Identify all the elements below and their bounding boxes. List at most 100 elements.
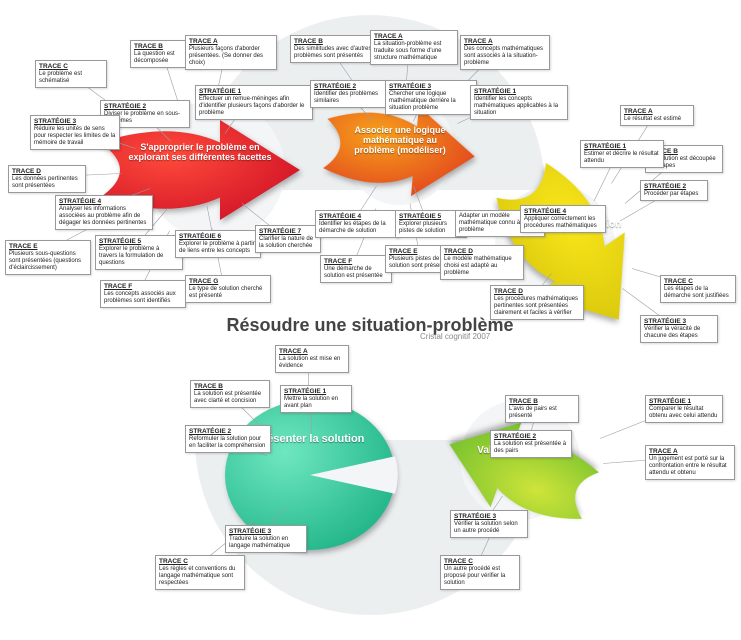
annotation-box: TRACE ALa solution est mise en évidence [275,345,349,373]
annotation-header: STRATÉGIE 4 [59,198,101,205]
annotation-header: STRATÉGIE 5 [399,213,441,220]
annotation-box: STRATÉGIE 4Identifier les étapes de la d… [315,210,399,238]
annotation-header: TRACE A [624,108,653,115]
annotation-header: TRACE B [194,383,223,390]
annotation-body: Plusieurs sous-questions sont présentées… [9,251,87,272]
annotation-box: STRATÉGIE 1Effectuer un remue-méninges a… [195,85,313,120]
annotation-box: TRACE FLes concepts associés aux problèm… [100,280,186,308]
annotation-header: TRACE G [189,278,218,285]
annotation-box: TRACE BLa solution est présentée avec cl… [190,380,270,408]
annotation-header: STRATÉGIE 3 [389,83,431,90]
annotation-body: Réduire les unités de sens pour respecte… [34,126,116,147]
annotation-body: Mettre la solution en avant plan [284,396,348,410]
annotation-body: Chercher une logique mathématique derriè… [389,91,473,112]
annotation-header: STRATÉGIE 4 [524,208,566,215]
annotation-body: Estimer et décrire le résultat attendu [584,151,660,165]
annotation-box: TRACE APlusieurs façons d'aborder présen… [185,35,277,70]
annotation-header: TRACE C [444,558,473,565]
annotation-box: TRACE ADes concepts mathématiques sont a… [460,35,550,70]
annotation-header: STRATÉGIE 1 [284,388,326,395]
annotation-body: Un jugement est porté sur la confrontati… [649,456,731,477]
annotation-header: STRATÉGIE 2 [104,103,146,110]
annotation-box: TRACE AUn jugement est porté sur la conf… [645,445,735,480]
annotation-header: TRACE A [464,38,493,45]
annotation-box: STRATÉGIE 2Procéder par étapes [640,180,708,201]
annotation-header: TRACE B [509,398,538,405]
annotation-box: TRACE CUn autre procédé est proposé pour… [440,555,520,590]
annotation-header: STRATÉGIE 4 [319,213,361,220]
annotation-body: La solution est présentée à des pairs [494,441,568,455]
annotation-body: Le résultat est estimé [624,116,690,123]
annotation-header: TRACE D [12,168,41,175]
annotation-body: Plusieurs façons d'aborder présentées. (… [189,46,273,67]
annotation-box: STRATÉGIE 3Chercher une logique mathémat… [385,80,477,115]
annotation-box: TRACE CLes règles et conventions du lang… [155,555,245,590]
annotation-header: STRATÉGIE 7 [259,228,301,235]
annotation-header: TRACE C [664,278,693,285]
annotation-box: STRATÉGIE 2Identifier des problèmes simi… [310,80,390,108]
annotation-header: STRATÉGIE 1 [584,143,626,150]
annotation-body: Un autre procédé est proposé pour vérifi… [444,566,516,587]
annotation-header: TRACE C [39,63,68,70]
annotation-body: Vérifier la véracité de chacune des étap… [644,326,714,340]
annotation-header: TRACE F [324,258,352,265]
annotation-body: La situation-problème est traduite sous … [374,41,454,62]
annotation-box: STRATÉGIE 3Traduire la solution en langa… [225,525,307,553]
annotation-body: Des concepts mathématiques sont associés… [464,46,546,67]
annotation-box: STRATÉGIE 1Mettre la solution en avant p… [280,385,352,413]
annotation-box: TRACE BL'avis de pairs est présenté [505,395,579,423]
annotation-body: La solution est mise en évidence [279,356,345,370]
annotation-header: STRATÉGIE 5 [99,238,141,245]
annotation-box: TRACE CLe problème est schématisé [35,60,107,88]
annotation-body: Analyser les informations associées au p… [59,206,149,227]
diagram-credit: Cristal cognitif 2007 [420,332,490,341]
annotation-box: STRATÉGIE 1Estimer et décrire le résulta… [580,140,664,168]
annotation-header: STRATÉGIE 3 [229,528,271,535]
annotation-body: Explorer plusieurs pistes de solution [399,221,463,235]
annotation-box: TRACE BDes similitudes avec d'autres pro… [290,35,376,63]
annotation-box: STRATÉGIE 5Explorer le problème à traver… [95,235,183,270]
annotation-header: TRACE A [189,38,218,45]
annotation-box: STRATÉGIE 4Analyser les informations ass… [55,195,153,230]
annotation-header: STRATÉGIE 3 [34,118,76,125]
annotation-header: STRATÉGIE 3 [454,513,496,520]
annotation-body: Reformuler la solution pour en faciliter… [189,436,267,450]
annotation-header: TRACE D [444,248,473,255]
annotation-box: TRACE FUne démarche de solution est prés… [320,255,392,283]
annotation-header: TRACE F [104,283,132,290]
annotation-box: STRATÉGIE 2La solution est présentée à d… [490,430,572,458]
annotation-header: TRACE A [649,448,678,455]
annotation-header: TRACE B [134,43,163,50]
annotation-box: TRACE DLe modèle mathématique choisi est… [440,245,524,280]
annotation-body: Les étapes de la démarche sont justifiée… [664,286,732,300]
annotation-header: TRACE A [279,348,308,355]
annotation-box: TRACE EPlusieurs sous-questions sont pré… [5,240,91,275]
annotation-body: L'avis de pairs est présenté [509,406,575,420]
annotation-box: TRACE DLes données pertinentes sont prés… [8,165,86,193]
annotation-header: TRACE C [159,558,188,565]
annotation-body: Explorer le problème à partir de liens e… [179,241,257,255]
annotation-body: Identifier les étapes de la démarche de … [319,221,395,235]
annotation-body: Les règles et conventions du langage mat… [159,566,241,587]
annotation-header: TRACE E [389,248,418,255]
annotation-box: TRACE ALe résultat est estimé [620,105,694,126]
annotation-box: TRACE GLe type de solution cherché est p… [185,275,271,303]
annotation-body: La solution est présentée avec clarté et… [194,391,266,405]
annotation-box: STRATÉGIE 1Comparer le résultat obtenu a… [645,395,723,423]
annotation-body: Identifier les concepts mathématiques ap… [474,96,564,117]
annotation-box: TRACE CLes étapes de la démarche sont ju… [660,275,736,303]
annotation-box: STRATÉGIE 4Appliquer correctement les pr… [520,205,606,233]
annotation-box: TRACE ALa situation-problème est traduit… [370,30,458,65]
annotation-body: Identifier des problèmes similaires [314,91,386,105]
annotation-body: Les procédures mathématiques pertinentes… [494,296,580,317]
annotation-box: STRATÉGIE 3Vérifier la véracité de chacu… [640,315,718,343]
annotation-body: Comparer le résultat obtenu avec celui a… [649,406,719,420]
annotation-body: Les concepts associés aux problèmes sont… [104,291,182,305]
annotation-body: Appliquer correctement les procédures ma… [524,216,602,230]
annotation-box: STRATÉGIE 2Reformuler la solution pour e… [185,425,271,453]
annotation-body: Des similitudes avec d'autres problèmes … [294,46,372,60]
annotation-header: STRATÉGIE 1 [649,398,691,405]
annotation-box: STRATÉGIE 6Explorer le problème à partir… [175,230,261,258]
annotation-box: STRATÉGIE 1Identifier les concepts mathé… [470,85,568,120]
annotation-header: STRATÉGIE 6 [179,233,221,240]
